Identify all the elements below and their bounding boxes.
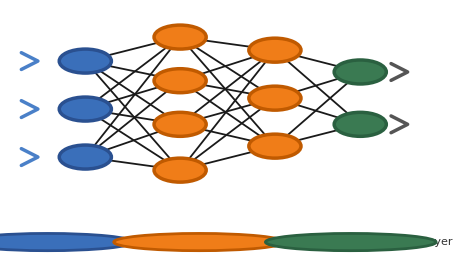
Circle shape bbox=[154, 158, 206, 182]
Text: Output Layer: Output Layer bbox=[379, 237, 453, 247]
Circle shape bbox=[265, 234, 436, 251]
Circle shape bbox=[59, 97, 111, 121]
Circle shape bbox=[0, 234, 133, 251]
Circle shape bbox=[59, 145, 111, 169]
Text: Input Layer: Input Layer bbox=[76, 237, 139, 247]
Circle shape bbox=[249, 38, 301, 62]
Circle shape bbox=[154, 69, 206, 93]
Circle shape bbox=[334, 112, 386, 136]
Circle shape bbox=[59, 49, 111, 73]
Circle shape bbox=[249, 134, 301, 158]
Circle shape bbox=[334, 60, 386, 84]
Circle shape bbox=[154, 25, 206, 49]
Circle shape bbox=[249, 86, 301, 110]
Circle shape bbox=[114, 234, 284, 251]
Text: Hiden Layers: Hiden Layers bbox=[228, 237, 301, 247]
Circle shape bbox=[154, 112, 206, 136]
